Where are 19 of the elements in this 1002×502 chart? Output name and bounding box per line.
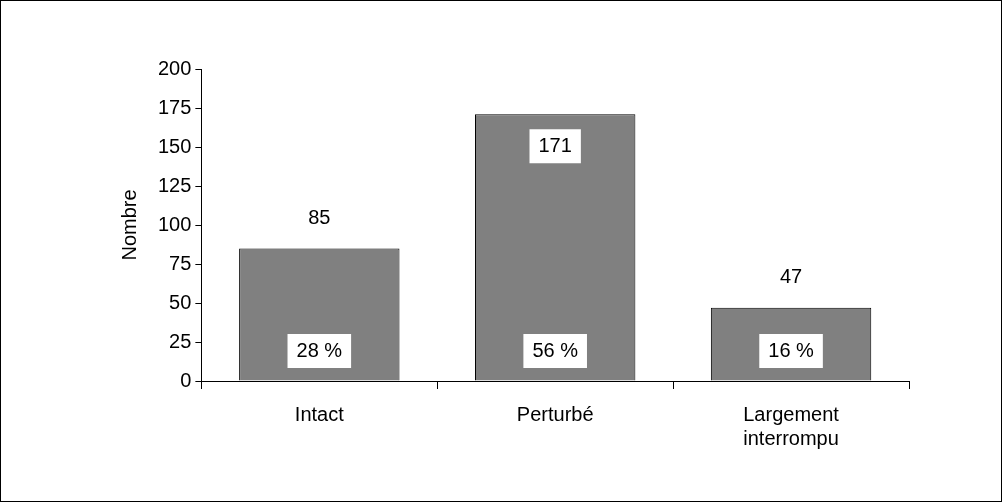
y-tick-label: 25 xyxy=(169,329,192,352)
y-tick-label: 100 xyxy=(157,212,192,235)
y-tick-label: 200 xyxy=(157,56,192,79)
x-tick-label: Perturbé xyxy=(516,402,594,425)
data-label: 47 xyxy=(779,265,803,288)
x-tick-label: Intact xyxy=(294,402,345,425)
data-label: 85 xyxy=(308,205,331,228)
y-tick-label: 150 xyxy=(157,134,192,157)
x-tick-label: Largement interrompu xyxy=(743,402,840,449)
annotation: 16 % xyxy=(768,338,815,361)
y-tick-label: 75 xyxy=(169,251,192,274)
y-tick-label: 125 xyxy=(157,173,192,196)
y-tick-label: 50 xyxy=(169,290,192,313)
annotation: 56 % xyxy=(532,338,579,361)
y-tick-label: 175 xyxy=(157,95,192,118)
data-label: 171 xyxy=(538,133,572,156)
annotation: 28 % xyxy=(296,338,343,361)
y-tick-label: 0 xyxy=(180,368,192,391)
y-axis-title: Nombre xyxy=(117,189,140,261)
